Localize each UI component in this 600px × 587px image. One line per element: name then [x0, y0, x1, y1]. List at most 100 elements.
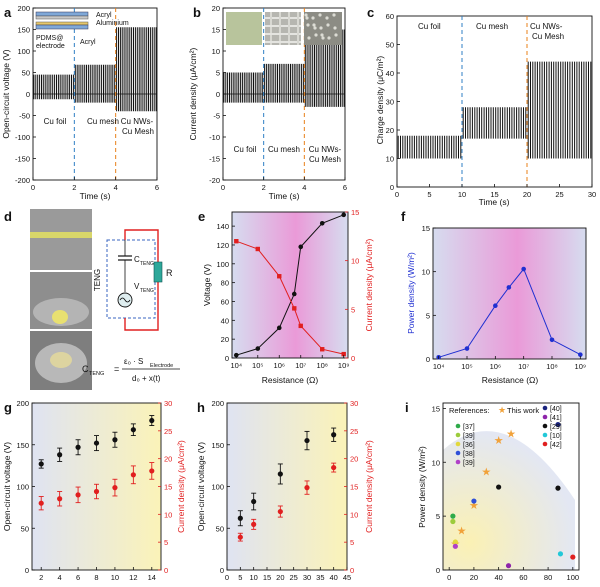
y-tick-label: 10 [432, 458, 440, 467]
legend-this-work: This work [507, 406, 539, 415]
x-tick-label: 10⁵ [461, 362, 472, 371]
x-tick-label: 10 [249, 573, 257, 582]
panel-a: aCu foil Cu mesh Cu NWs-Cu MeshAcrylAlumin… [1, 4, 159, 201]
legend-label: [39] [463, 433, 475, 440]
y-axis-label-left: Open-circuit voltage (V) [2, 442, 12, 531]
y-tick-label: 100 [16, 483, 29, 492]
legend-marker [455, 441, 461, 447]
y-tick-label: 20 [221, 335, 229, 344]
y-tick-label: 50 [386, 41, 394, 50]
circuit-wire [124, 282, 159, 331]
region-label: Cu NWs- [309, 145, 342, 154]
teng-dashed-box [106, 239, 156, 319]
y-tick-label: 20 [212, 4, 220, 13]
y-tick-label: 15 [350, 483, 358, 492]
sem-electrode-dot [52, 310, 68, 324]
data-point-voltage [93, 440, 100, 446]
inset-label: Acryl [96, 12, 112, 19]
region-label: Cu NWs- [121, 117, 154, 126]
y-tick-label: 60 [221, 297, 229, 306]
panel-letter: d [4, 209, 12, 224]
x-tick-label: 60 [519, 573, 527, 582]
y-tick-label: 100 [216, 260, 229, 269]
x-tick-label: 10⁴ [433, 362, 445, 371]
inset-nanowire-dot [304, 13, 308, 17]
inset-nanowire-dot [319, 26, 323, 30]
capacitor-label-sub: TENG [140, 261, 154, 267]
data-point-voltage [149, 417, 155, 424]
y-tick-label: 0 [225, 354, 229, 363]
legend-label: [36] [463, 442, 475, 449]
plot-frame [442, 402, 580, 571]
y-tick-label: -15 [209, 155, 220, 164]
x-tick-label: 10⁵ [252, 361, 263, 370]
x-tick-label: 0 [395, 190, 399, 199]
y-tick-label: 150 [17, 26, 30, 35]
x-tick-label: 10 [111, 573, 119, 582]
x-tick-label: 0 [447, 573, 451, 582]
data-point-reference [557, 551, 564, 557]
panel-letter: b [193, 5, 201, 20]
x-tick-label: 10⁹ [575, 362, 587, 371]
y-tick-label: 200 [16, 399, 29, 408]
y-tick-label: 10 [422, 268, 430, 277]
data-point-voltage [255, 346, 261, 351]
equation-equals: = [114, 364, 119, 374]
data-point-current [255, 246, 260, 252]
data-point-this-work: ★ [469, 500, 479, 512]
y-tick-label: 0 [390, 183, 394, 192]
data-point-voltage [331, 432, 337, 438]
highlight-region [443, 431, 575, 570]
y-axis-label: Power density (W/m²) [417, 446, 427, 528]
x-tick-label: 2 [72, 183, 76, 192]
y-tick-label: 80 [221, 279, 229, 288]
data-point-current [298, 323, 303, 329]
data-point-voltage [130, 427, 136, 433]
data-point-current [331, 464, 337, 471]
inset-nanowire-dot [326, 23, 330, 27]
legend-marker [542, 441, 548, 447]
x-tick-label: 30 [303, 573, 311, 582]
y-tick-label: 10 [350, 510, 358, 519]
x-tick-label: 5 [238, 573, 242, 582]
signal-trace [74, 64, 116, 103]
legend-label: [39] [463, 460, 475, 467]
region-label: Cu Mesh [532, 32, 564, 41]
data-point-voltage [291, 291, 297, 297]
data-point-this-work: ★ [494, 435, 504, 447]
x-tick-label: 45 [343, 573, 351, 582]
inset-label: PDMS@ [36, 35, 63, 42]
inset-label: Acryl [80, 39, 96, 46]
legend-label: [38] [463, 451, 475, 458]
voltage-label-sub: TENG [140, 288, 154, 294]
signal-trace [33, 74, 74, 100]
x-tick-label: 10⁷ [518, 362, 529, 371]
legend-marker [455, 459, 461, 465]
y-tick-label: 5 [164, 538, 168, 547]
y-tick-label: -100 [15, 133, 30, 142]
region-label: Cu Mesh [309, 155, 341, 164]
y-tick-label: 120 [216, 241, 229, 250]
inset-nanowire-dot [332, 13, 336, 17]
panel-e: e 0 20 40 60 80 100 120 140 0 5 10 15 10⁴ 10⁵ 10⁶ 10⁷ 10⁸… [198, 208, 374, 385]
inset-nanowire-dot [327, 36, 331, 40]
data-point-current [130, 472, 136, 478]
y-tick-label: -50 [19, 112, 30, 121]
legend-label: [40] [550, 406, 562, 413]
y-tick-label: 50 [22, 69, 30, 78]
region-label: Cu NWs- [530, 22, 563, 31]
data-point-current [93, 488, 100, 495]
plot-frame [432, 227, 587, 360]
y-axis-label-right: Current density (μA/cm²) [364, 238, 374, 331]
legend-label: [42] [550, 442, 562, 449]
y-tick-label: 40 [221, 316, 229, 325]
teng-label: TENG [93, 269, 102, 291]
x-tick-label: 40 [329, 573, 337, 582]
inset-nanowire-dot [320, 33, 324, 37]
data-point-current [251, 521, 257, 527]
x-tick-label: 5 [427, 190, 431, 199]
panel-letter: a [4, 5, 12, 20]
x-tick-label: 6 [155, 183, 159, 192]
x-axis-label: Resistance (Ω) [482, 375, 539, 385]
inset-nanowire-dot [311, 16, 315, 20]
